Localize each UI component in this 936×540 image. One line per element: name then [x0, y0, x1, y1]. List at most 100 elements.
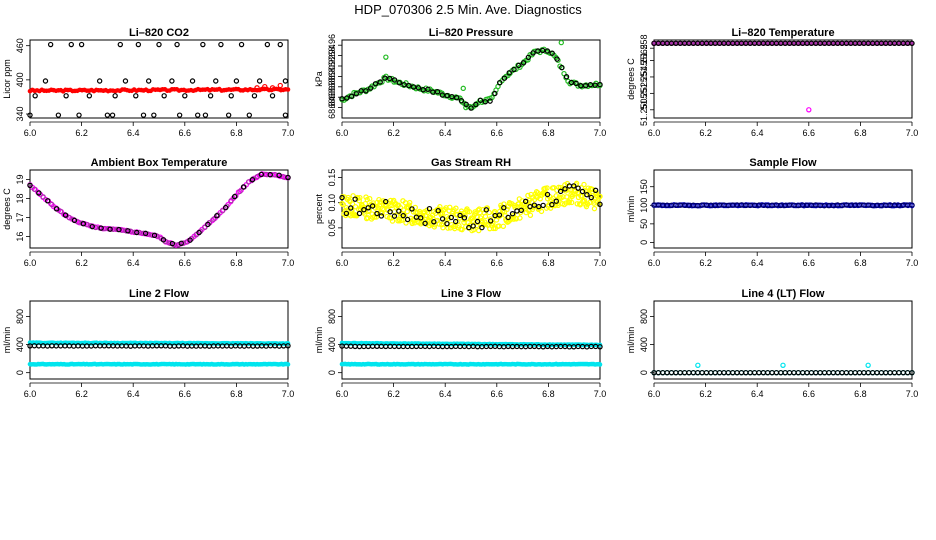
data-point [506, 70, 512, 76]
data-point [695, 369, 701, 376]
data-point [496, 212, 503, 218]
data-point [394, 213, 400, 219]
data-point [348, 205, 354, 211]
data-point [360, 204, 366, 210]
x-tick-label: 6.4 [751, 128, 764, 138]
data-point [869, 369, 876, 376]
data-point [160, 237, 167, 243]
data-point [47, 41, 54, 48]
data-point [36, 190, 42, 196]
data-point [282, 78, 289, 84]
y-tick-label: 68.94 [327, 44, 337, 67]
data-point [597, 344, 603, 350]
data-point [813, 369, 819, 376]
data-point [210, 216, 217, 222]
data-point [357, 194, 363, 201]
data-point [96, 78, 103, 84]
data-point [562, 186, 568, 192]
data-point [282, 112, 289, 118]
data-point [909, 40, 915, 46]
data-point [453, 95, 460, 101]
y-tick-label: 68.96 [327, 34, 337, 57]
data-point [817, 369, 823, 376]
data-point [415, 85, 422, 91]
x-tick-label: 6.6 [803, 258, 816, 268]
x-tick-label: 6.2 [75, 389, 88, 399]
y-tick-label: 51.2565 [639, 44, 649, 77]
data-point [782, 369, 788, 376]
data-point [555, 202, 561, 209]
x-tick-label: 6.4 [127, 389, 140, 399]
data-point [564, 194, 570, 200]
data-point [104, 112, 111, 118]
data-point [151, 112, 157, 118]
data-point [107, 226, 113, 232]
data-point [568, 79, 575, 86]
data-point [251, 93, 258, 99]
data-point [151, 232, 158, 239]
data-point [575, 185, 581, 191]
data-point [861, 369, 867, 376]
data-point [396, 80, 403, 86]
data-point [522, 198, 529, 205]
data-point [109, 112, 116, 118]
data-point [501, 205, 507, 211]
data-point [699, 369, 705, 376]
data-point [721, 369, 727, 376]
data-point [78, 41, 85, 48]
x-tick-label: 7.0 [594, 389, 607, 399]
data-point [486, 209, 492, 216]
data-point [525, 54, 532, 61]
data-point [589, 186, 596, 193]
y-tick-label: 51.2525 [639, 77, 649, 110]
data-point [142, 230, 149, 237]
data-point [55, 112, 62, 118]
x-tick-label: 6.8 [230, 128, 243, 138]
x-tick-label: 6.0 [648, 389, 661, 399]
data-point [852, 369, 858, 376]
data-point [799, 369, 806, 376]
data-point [477, 97, 484, 103]
chart-li820-co2: Li–820 CO2 Licor ppm 6.0 6.2 6.4 6.6 6.8 7.0 340… [2, 27, 294, 138]
data-point [237, 188, 243, 195]
data-point [582, 82, 589, 89]
chart-line-3-flow: Line 3 Flow ml/min 6.0 6.2 6.4 6.6 6.8 7.0 0 400 8… [314, 288, 607, 399]
y-tick-label: 17 [15, 213, 25, 223]
data-point [474, 218, 481, 225]
data-point [544, 185, 550, 191]
data-point [399, 217, 405, 223]
data-point [285, 343, 291, 349]
data-point [249, 177, 256, 183]
data-point [218, 41, 224, 48]
data-point [422, 220, 428, 227]
data-point [470, 223, 476, 229]
data-point [194, 112, 201, 118]
data-point [363, 88, 369, 94]
data-point [496, 79, 503, 86]
plot-frame [29, 169, 289, 249]
data-point [366, 207, 372, 214]
x-tick-label: 6.4 [127, 128, 140, 138]
data-point [444, 92, 450, 99]
data-point [371, 214, 378, 220]
x-tick-label: 6.2 [387, 128, 400, 138]
data-point [538, 208, 545, 215]
x-tick-label: 7.0 [282, 258, 295, 268]
data-point [431, 219, 437, 225]
data-point [343, 210, 350, 217]
x-tick-label: 6.0 [336, 389, 349, 399]
data-point [539, 47, 546, 54]
data-point [176, 112, 183, 118]
data-point [448, 214, 455, 221]
x-tick-label: 6.8 [854, 128, 867, 138]
data-point [378, 213, 385, 219]
data-point [174, 41, 180, 48]
y-tick-label: 16 [15, 232, 25, 242]
x-tick-label: 6.8 [542, 258, 555, 268]
chart-title: Li–820 Temperature [731, 27, 834, 39]
data-point [269, 93, 276, 99]
data-point [214, 213, 220, 219]
data-point [125, 228, 131, 234]
chart-li820-temperature: Li–820 Temperature degrees C 6.0 6.2 6.4 6.6 6… [626, 27, 918, 138]
data-point [751, 369, 758, 376]
